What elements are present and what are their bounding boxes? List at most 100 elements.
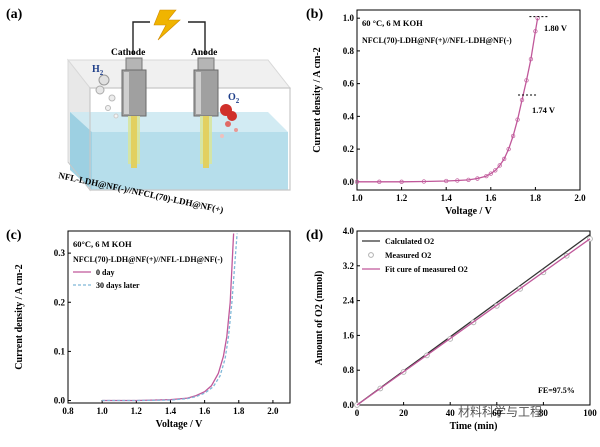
data-point: [377, 179, 382, 184]
y-tick-label: 0.0: [54, 396, 66, 406]
data-point: [488, 171, 493, 176]
watermark-text: 材料科学与工程: [458, 404, 542, 419]
legend-entry: Measured O2: [385, 251, 431, 260]
x-axis-label: Voltage / V: [156, 419, 203, 430]
y-tick-label: 0.8: [343, 365, 355, 375]
panel-a-schematic: (a) Cathode Anode H2 O2 NFL-LDH@NF(-)//N…: [0, 0, 300, 221]
x-axis-label: Time (min): [450, 421, 498, 432]
data-point: [354, 179, 360, 184]
plot-frame: [67, 230, 291, 404]
data-point: [444, 178, 449, 184]
x-tick-label: 80: [539, 408, 549, 418]
plot-frame: [356, 9, 581, 191]
data-point: [484, 173, 489, 179]
electrolyte-surface: [70, 112, 288, 132]
x-tick-label: 2.0: [267, 406, 279, 416]
data-point: [502, 156, 507, 162]
x-tick-label: 1.8: [233, 406, 245, 416]
x-tick-label: 1.0: [97, 406, 109, 416]
legend-entry: Calculated O2: [385, 237, 434, 246]
series-line: [102, 233, 235, 402]
y-tick-label: 3.2: [343, 261, 355, 271]
y-tick-label: 4.0: [343, 226, 355, 236]
electrolyte-body: [92, 132, 288, 190]
series-line: [356, 238, 591, 406]
cathode-label: Cathode: [111, 48, 145, 58]
x-tick-label: 2.0: [574, 193, 586, 203]
data-point: [524, 78, 529, 83]
panel-c-condition: 60°C, 6 M KOH: [73, 239, 132, 249]
data-point: [493, 168, 498, 173]
fe-label: FE=97.5%: [538, 386, 575, 395]
faradaic-efficiency-chart: (d) FE=97.5% 材料科学与工程 0 20 40 60 80 100 0.0 0.8 1…: [306, 226, 597, 432]
legend-entry: Fit cure of measured O2: [385, 265, 468, 274]
y-tick-label: 0.3: [54, 248, 66, 258]
series-line: [102, 233, 238, 402]
panel-b-label: (b): [306, 7, 323, 22]
x-tick-label: 1.0: [351, 193, 363, 203]
lsv-chart: (b) 60 °C, 6 M KOH NFCL(70)-LDH@NF(+)//N…: [306, 7, 586, 217]
data-point: [466, 177, 471, 183]
series-line: [357, 18, 539, 183]
panel-d-chart: (d) FE=97.5% 材料科学与工程 0 20 40 60 80 100 0.0 0.8 1…: [300, 221, 600, 442]
panel-c-device: NFCL(70)-LDH@NF(+)//NFL-LDH@NF(-): [73, 255, 223, 264]
y-tick-label: 0.0: [343, 400, 355, 410]
y-axis-label: Current density / A cm-2: [312, 47, 323, 152]
x-tick-label: 1.4: [441, 193, 453, 203]
y-axis-label: Current density / A cm-2: [14, 264, 25, 369]
y-tick-label: 0.1: [54, 346, 66, 356]
x-tick-label: 0.8: [62, 406, 74, 416]
y-tick-label: 0.0: [343, 177, 355, 187]
y-tick-label: 0.6: [343, 79, 355, 89]
x-tick-label: 0: [355, 408, 360, 418]
panel-b-chart: (b) 60 °C, 6 M KOH NFCL(70)-LDH@NF(+)//N…: [300, 0, 600, 221]
plot-frame: [356, 230, 591, 406]
o2-label: O2: [228, 92, 240, 105]
x-tick-label: 40: [446, 408, 456, 418]
data-point: [528, 56, 534, 62]
x-tick-label: 1.2: [131, 406, 143, 416]
data-point: [519, 97, 525, 103]
x-tick-label: 1.4: [165, 406, 177, 416]
data-point: [475, 176, 480, 181]
panel-d-label: (d): [306, 228, 323, 243]
x-tick-label: 1.6: [199, 406, 211, 416]
panel-a-label: (a): [6, 7, 23, 22]
power-bolt-icon: [153, 9, 181, 41]
stability-chart: (c) 60°C, 6 M KOH NFCL(70)-LDH@NF(+)//NF…: [6, 228, 291, 430]
legend-marker: [368, 252, 374, 258]
y-tick-label: 0.4: [343, 111, 355, 121]
x-tick-label: 1.2: [396, 193, 408, 203]
y-tick-label: 1.0: [343, 13, 355, 23]
data-point: [399, 179, 404, 184]
panel-b-condition: 60 °C, 6 M KOH: [362, 18, 423, 28]
annotation-1-80v: 1.80 V: [544, 23, 568, 33]
panel-c-chart: (c) 60°C, 6 M KOH NFCL(70)-LDH@NF(+)//NF…: [0, 221, 300, 442]
x-tick-label: 1.6: [485, 193, 497, 203]
x-tick-label: 1.8: [530, 193, 542, 203]
annotation-1-74v: 1.74 V: [532, 105, 556, 115]
h2-label: H2: [92, 64, 104, 77]
x-tick-label: 60: [492, 408, 502, 418]
h2-bubbles: [95, 74, 119, 119]
panel-b-device: NFCL(70)-LDH@NF(+)//NFL-LDH@NF(-): [362, 36, 512, 45]
data-point: [455, 178, 460, 183]
y-tick-label: 1.6: [343, 330, 355, 340]
data-point: [533, 29, 538, 34]
data-point: [421, 179, 427, 184]
y-tick-label: 0.8: [343, 46, 355, 56]
y-tick-label: 0.2: [54, 297, 66, 307]
x-tick-label: 20: [399, 408, 409, 418]
y-tick-label: 2.4: [343, 296, 355, 306]
data-point: [510, 133, 516, 139]
y-tick-label: 0.2: [343, 144, 355, 154]
data-point: [506, 146, 511, 152]
legend-entry: 30 days later: [96, 281, 140, 290]
legend-entry: 0 day: [96, 268, 114, 277]
o2-bubbles: [220, 104, 238, 138]
y-axis-label: Amount of O2 (mmol): [314, 271, 325, 366]
anode-label: Anode: [191, 48, 217, 58]
data-point: [515, 117, 520, 122]
data-point: [497, 163, 502, 168]
x-tick-label: 100: [583, 408, 597, 418]
